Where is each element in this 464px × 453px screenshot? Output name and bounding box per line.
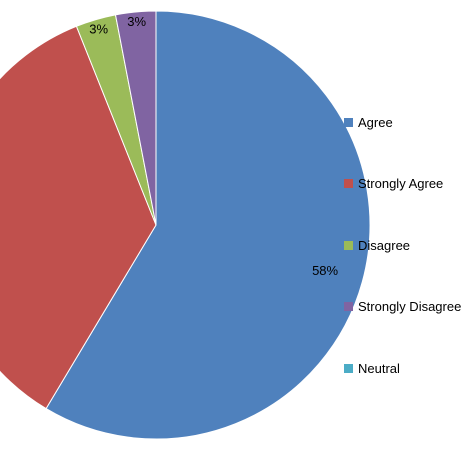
legend-label-disagree: Disagree	[358, 237, 411, 253]
legend-item-neutral: Neutral	[344, 358, 461, 378]
pie-slice-strongly-agree	[0, 25, 157, 410]
legend-swatch-strongly-agree	[344, 179, 353, 188]
legend-swatch-strongly-disagree	[344, 302, 353, 311]
slice-label-agree: 58%	[312, 263, 338, 278]
legend-swatch-disagree	[344, 240, 353, 250]
legend-label-neutral: Neutral	[358, 360, 400, 376]
legend-swatch-agree	[344, 117, 353, 127]
slice-label-strongly-disagree: 3%	[127, 14, 146, 29]
pie-slice-agree	[45, 10, 371, 440]
legend-label-agree: Agree	[358, 114, 393, 130]
pie-slice-strongly-disagree	[114, 10, 157, 226]
legend-item-strongly-agree: Strongly Agree	[344, 174, 461, 194]
legend-item-disagree: Disagree	[344, 235, 461, 255]
legend-item-strongly-disagree: Strongly Disagree	[344, 297, 461, 317]
legend: Agree Strongly Agree Disagree Strongly D…	[344, 112, 461, 420]
legend-label-strongly-agree: Strongly Agree	[358, 176, 444, 191]
pie-slices	[0, 10, 371, 440]
legend-swatch-neutral	[344, 363, 353, 373]
pie-labels: 58%35%3%3%	[89, 14, 338, 278]
legend-item-agree: Agree	[344, 112, 461, 132]
slice-label-disagree: 3%	[89, 21, 108, 36]
legend-label-strongly-disagree: Strongly Disagree	[358, 299, 462, 314]
